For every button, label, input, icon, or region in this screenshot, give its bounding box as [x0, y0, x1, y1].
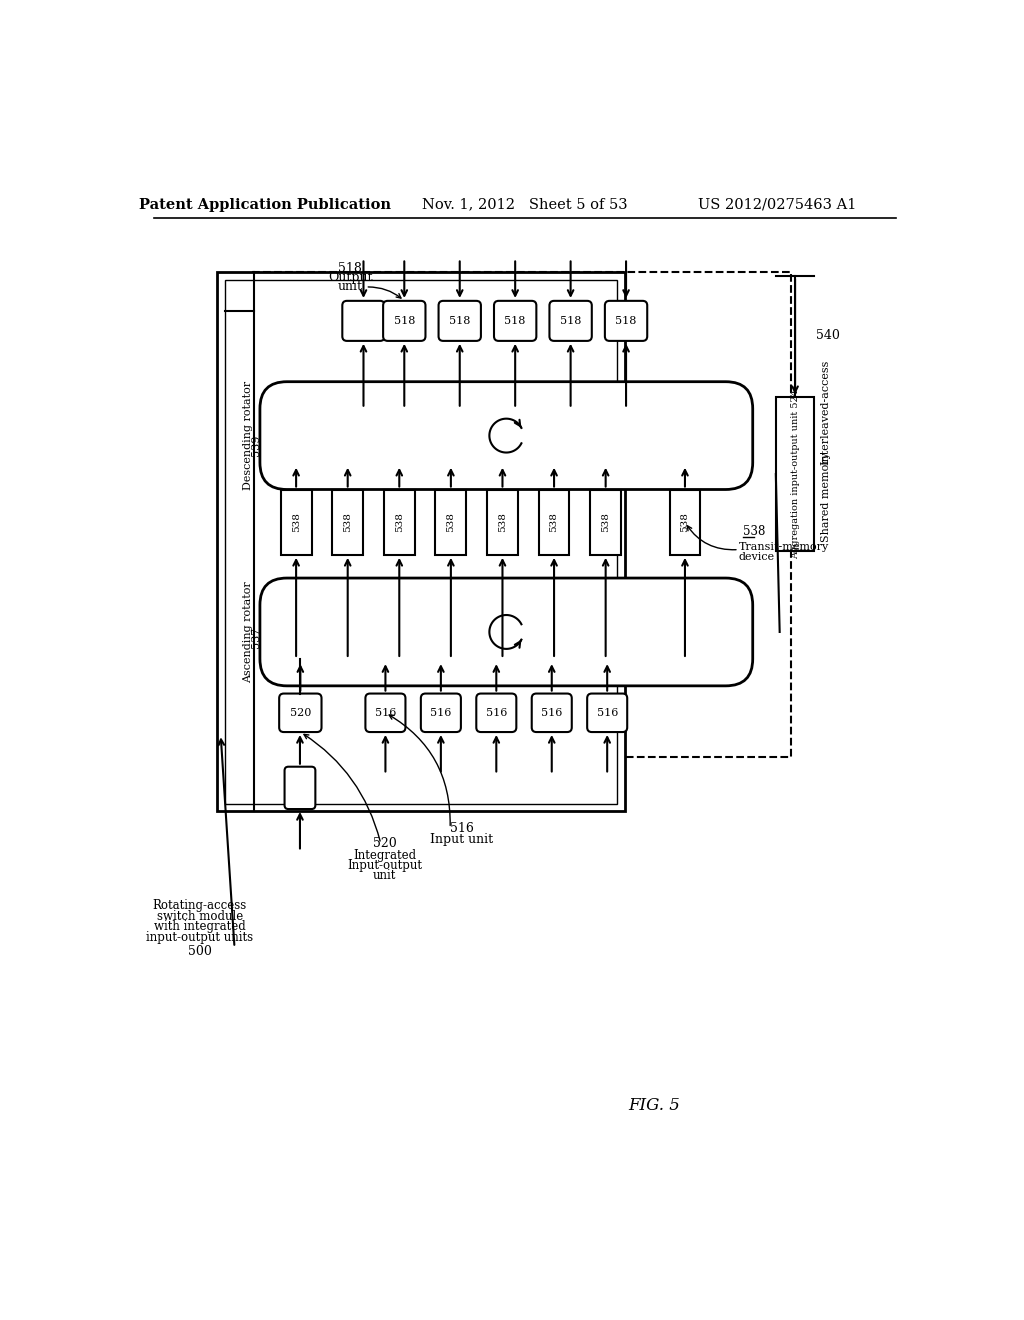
Text: 518: 518: [560, 315, 582, 326]
FancyBboxPatch shape: [476, 693, 516, 733]
Text: 516: 516: [450, 822, 473, 834]
Text: Rotating-access: Rotating-access: [153, 899, 247, 912]
Text: Interleaved-access: Interleaved-access: [821, 360, 830, 465]
Text: unit: unit: [373, 869, 396, 882]
Text: Output: Output: [328, 271, 373, 284]
Text: US 2012/0275463 A1: US 2012/0275463 A1: [698, 198, 856, 211]
Text: 518: 518: [505, 315, 526, 326]
FancyBboxPatch shape: [421, 693, 461, 733]
Bar: [217, 272, 625, 812]
Text: with integrated: with integrated: [154, 920, 246, 933]
Text: 538: 538: [601, 512, 610, 532]
Text: 516: 516: [485, 708, 507, 718]
Text: switch module: switch module: [157, 909, 243, 923]
Text: 518: 518: [393, 315, 415, 326]
Text: 538: 538: [742, 525, 765, 539]
Bar: [252, 272, 792, 758]
Text: 518: 518: [615, 315, 637, 326]
Bar: [333, 490, 364, 554]
Text: 538: 538: [292, 512, 301, 532]
Text: Aggregation input-output unit 524: Aggregation input-output unit 524: [791, 389, 800, 560]
Text: 538: 538: [343, 512, 352, 532]
Text: 516: 516: [375, 708, 396, 718]
Bar: [224, 280, 617, 804]
Text: 538: 538: [550, 512, 558, 532]
Bar: [539, 490, 569, 554]
FancyBboxPatch shape: [260, 578, 753, 686]
Text: Patent Application Publication: Patent Application Publication: [139, 198, 391, 211]
Text: 538: 538: [446, 512, 456, 532]
Text: 537: 537: [251, 627, 261, 648]
FancyBboxPatch shape: [605, 301, 647, 341]
Text: input-output units: input-output units: [146, 931, 253, 944]
FancyBboxPatch shape: [260, 381, 753, 490]
Text: device: device: [739, 552, 775, 562]
Text: 540: 540: [816, 329, 840, 342]
Bar: [384, 490, 415, 554]
FancyBboxPatch shape: [587, 693, 628, 733]
Text: 539: 539: [251, 434, 261, 455]
FancyBboxPatch shape: [342, 301, 385, 341]
Text: 518: 518: [338, 261, 361, 275]
Text: Input-output: Input-output: [347, 859, 422, 871]
Text: 516: 516: [597, 708, 617, 718]
FancyBboxPatch shape: [383, 301, 425, 341]
FancyBboxPatch shape: [280, 693, 322, 733]
Text: Shared memory: Shared memory: [821, 453, 830, 543]
Bar: [776, 397, 814, 552]
Bar: [281, 490, 311, 554]
FancyBboxPatch shape: [494, 301, 537, 341]
Text: 538: 538: [498, 512, 507, 532]
Text: Transit-memory: Transit-memory: [739, 543, 829, 552]
Text: 516: 516: [541, 708, 562, 718]
Text: unit: unit: [338, 280, 362, 293]
Text: Integrated: Integrated: [353, 849, 416, 862]
Text: Input unit: Input unit: [430, 833, 494, 846]
Bar: [670, 490, 700, 554]
FancyBboxPatch shape: [366, 693, 406, 733]
Text: FIG. 5: FIG. 5: [628, 1097, 680, 1114]
FancyBboxPatch shape: [285, 767, 315, 809]
Text: Ascending rotator: Ascending rotator: [243, 581, 253, 682]
FancyBboxPatch shape: [531, 693, 571, 733]
Text: 520: 520: [290, 708, 311, 718]
Text: 520: 520: [373, 837, 396, 850]
Text: 500: 500: [188, 945, 212, 958]
Text: 538: 538: [681, 512, 689, 532]
Bar: [487, 490, 518, 554]
Text: 516: 516: [430, 708, 452, 718]
Text: Descending rotator: Descending rotator: [243, 381, 253, 490]
Bar: [590, 490, 621, 554]
Text: Nov. 1, 2012   Sheet 5 of 53: Nov. 1, 2012 Sheet 5 of 53: [422, 198, 628, 211]
FancyBboxPatch shape: [438, 301, 481, 341]
Text: 538: 538: [395, 512, 403, 532]
FancyBboxPatch shape: [550, 301, 592, 341]
Text: 518: 518: [450, 315, 470, 326]
Bar: [435, 490, 466, 554]
